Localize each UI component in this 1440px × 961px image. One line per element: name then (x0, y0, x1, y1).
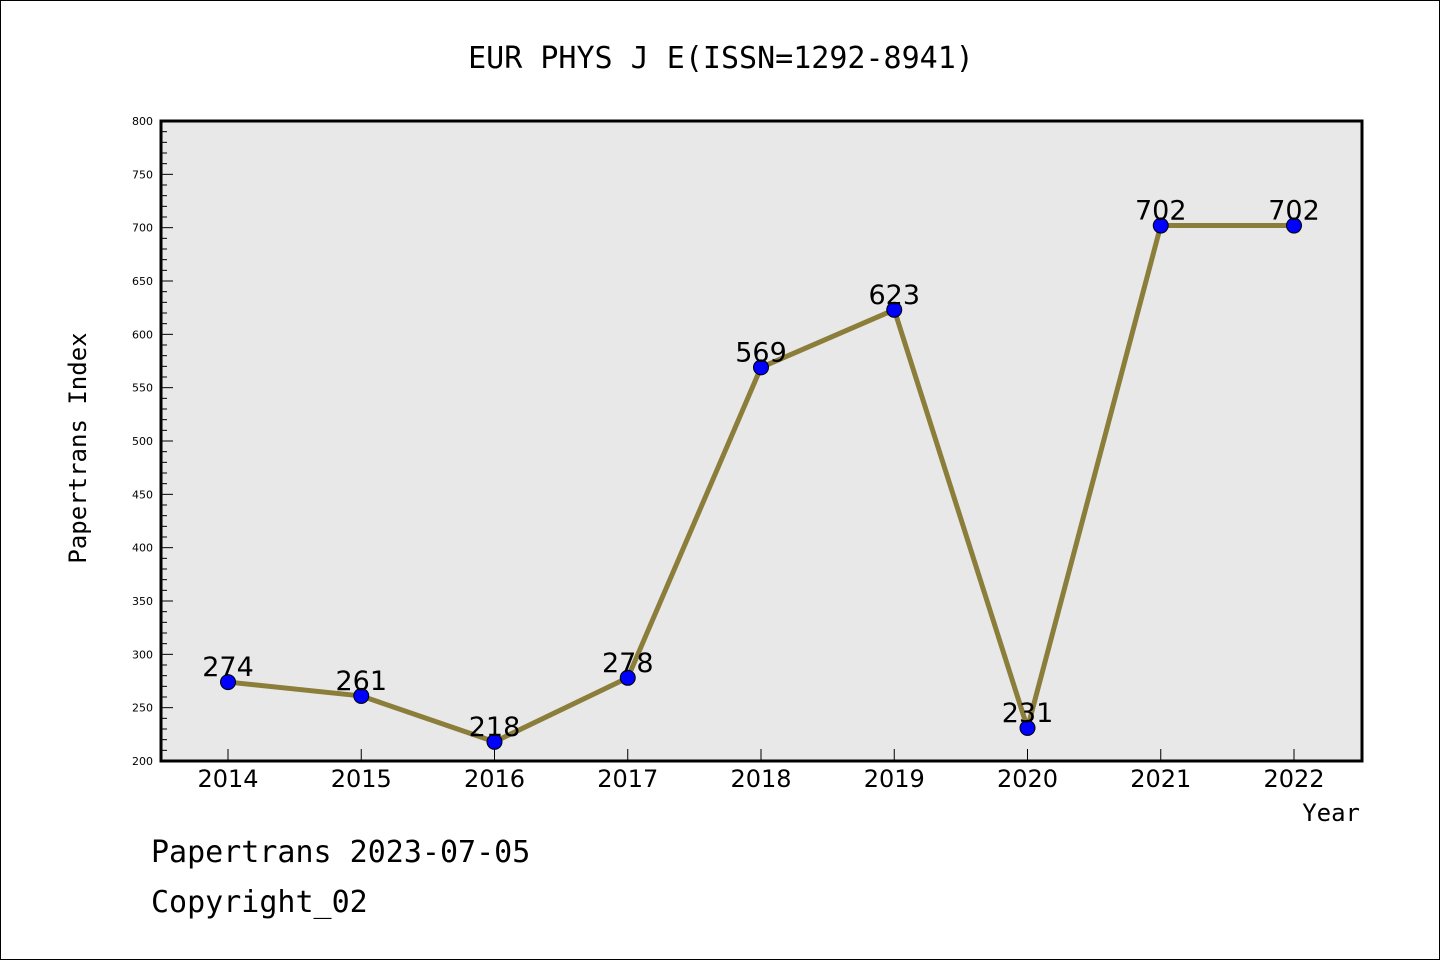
data-point (220, 674, 236, 691)
data-point (619, 669, 636, 686)
data-label: 569 (735, 337, 787, 368)
data-point (1286, 217, 1302, 234)
data-label: 278 (602, 648, 654, 679)
y-tick-label: 550 (132, 382, 153, 395)
footer-date-text: Papertrans 2023-07-05 (151, 835, 531, 870)
series-layer: 274 261 218 278 569 623 231 702 702 (202, 196, 1320, 750)
y-tick-label: 200 (132, 755, 153, 768)
data-point (353, 687, 370, 704)
data-point (486, 733, 503, 750)
y-tick-label: 300 (132, 648, 153, 661)
data-label: 702 (1135, 196, 1187, 227)
data-point (886, 301, 903, 318)
data-label: 261 (335, 666, 387, 697)
x-tick-label: 2016 (464, 765, 525, 793)
x-tick-label: 2018 (730, 765, 791, 793)
data-label: 231 (1002, 698, 1054, 729)
data-label: 623 (868, 280, 920, 311)
data-point (1019, 719, 1036, 736)
y-tick-label: 500 (132, 435, 153, 448)
y-tick-label: 350 (132, 595, 153, 608)
data-point (1152, 217, 1169, 234)
x-tick-label: 2021 (1130, 765, 1191, 793)
x-tick-label: 2019 (864, 765, 925, 793)
data-label: 274 (202, 652, 254, 683)
data-label: 702 (1268, 196, 1320, 227)
x-tick-label: 2017 (597, 765, 658, 793)
x-tick-label: 2014 (197, 765, 258, 793)
x-tick-label: 2015 (331, 765, 392, 793)
x-tick-label: 2020 (997, 765, 1058, 793)
footer-copyright-text: Copyright_02 (151, 885, 368, 920)
x-axis-label: Year (1302, 799, 1360, 827)
data-label: 218 (469, 712, 521, 743)
y-axis: 200 250 300 350 400 450 500 550 600 650 700 750 800 (132, 115, 173, 768)
y-tick-label: 600 (132, 328, 153, 341)
x-axis: 2014 2015 2016 2017 2018 2019 2020 2021 2022 (197, 749, 1325, 793)
chart-title: EUR PHYS J E(ISSN=1292-8941) (468, 41, 974, 76)
y-tick-label: 400 (132, 542, 153, 555)
y-tick-label: 700 (132, 222, 153, 235)
y-tick-label: 450 (132, 488, 153, 501)
x-tick-label: 2022 (1263, 765, 1324, 793)
data-point (753, 359, 769, 376)
y-tick-label: 750 (132, 168, 153, 181)
y-tick-label: 800 (132, 115, 153, 128)
y-axis-label: Papertrans Index (64, 332, 92, 563)
y-tick-label: 250 (132, 702, 153, 715)
y-tick-label: 650 (132, 275, 153, 288)
